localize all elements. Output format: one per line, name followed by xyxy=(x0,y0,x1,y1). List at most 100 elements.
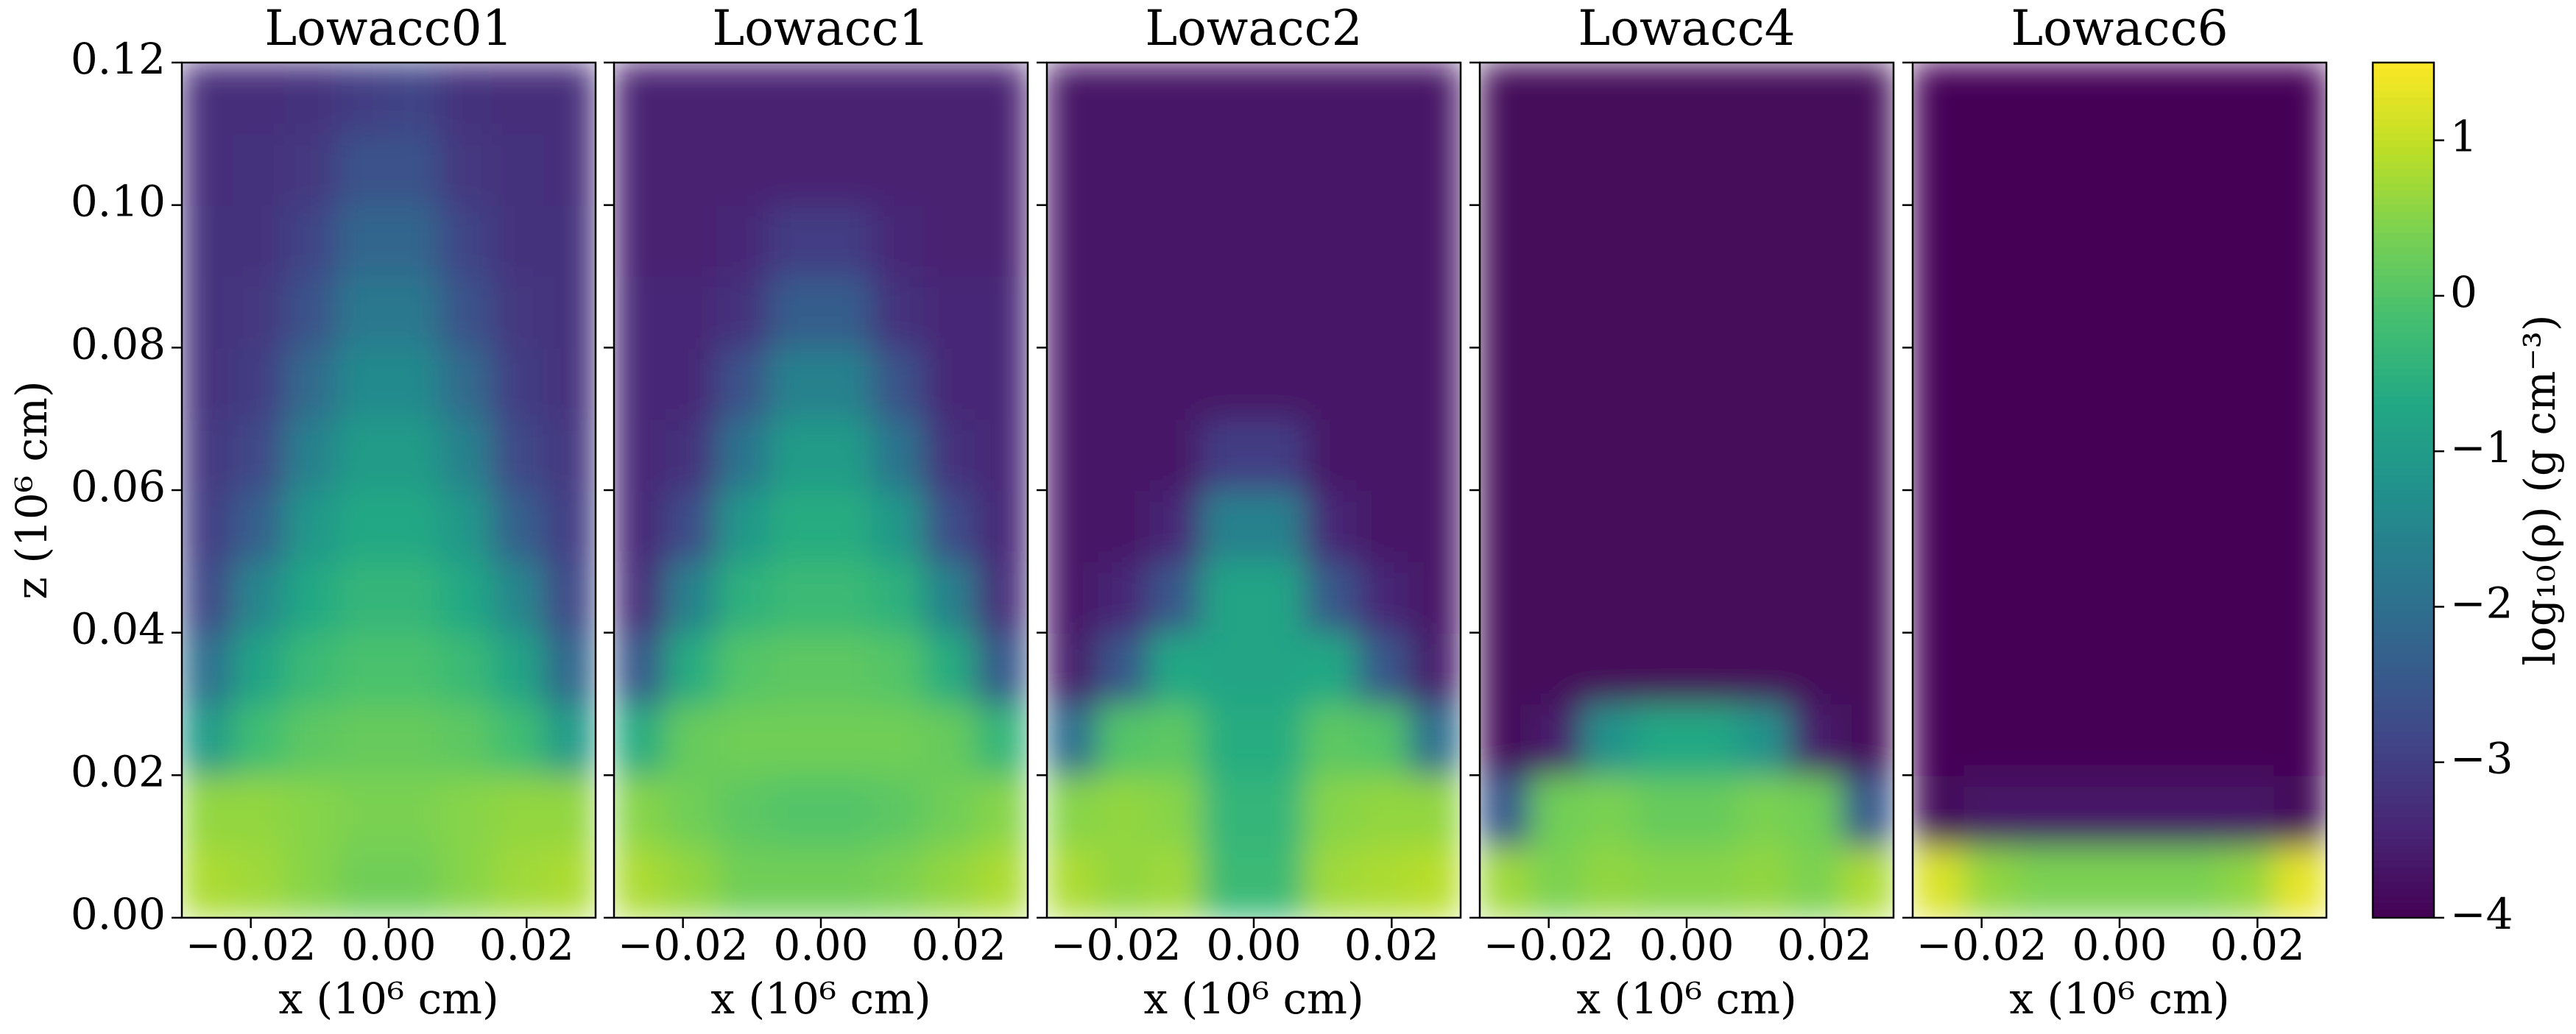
cell xyxy=(768,489,822,562)
cell xyxy=(1408,703,1461,776)
cell xyxy=(1098,560,1151,634)
cell xyxy=(1737,774,1791,848)
cell xyxy=(2222,560,2276,634)
colorbar-band xyxy=(2373,418,2434,427)
cell xyxy=(1634,418,1687,491)
cell xyxy=(2273,631,2326,705)
cell xyxy=(2067,347,2120,420)
cell xyxy=(820,560,874,634)
cell xyxy=(1686,418,1740,491)
cell xyxy=(1789,560,1843,634)
panel-title: Lowacc2 xyxy=(1145,0,1362,57)
cell xyxy=(1913,560,1966,634)
cell xyxy=(2273,560,2326,634)
cell xyxy=(336,489,389,562)
cell xyxy=(665,63,719,135)
cell xyxy=(1356,204,1410,277)
cell xyxy=(1531,774,1584,848)
colorbar-band xyxy=(2373,97,2434,106)
cell xyxy=(923,560,977,634)
cell xyxy=(820,703,874,776)
colorbar-band xyxy=(2373,162,2434,170)
colorbar-band xyxy=(2373,240,2434,249)
x-tick-label: 0.02 xyxy=(1344,920,1439,970)
cell xyxy=(1201,846,1255,918)
cell xyxy=(182,132,235,206)
cell xyxy=(2067,560,2120,634)
colorbar-band xyxy=(2373,397,2434,406)
cell xyxy=(1047,774,1100,848)
cell xyxy=(2273,132,2326,206)
cell xyxy=(2273,275,2326,349)
colorbar-band xyxy=(2373,69,2434,77)
cell xyxy=(1201,489,1255,562)
colorbar-band xyxy=(2373,297,2434,305)
colorbar-band xyxy=(2373,475,2434,484)
cell xyxy=(1408,347,1461,420)
cell xyxy=(768,631,822,705)
cell xyxy=(2273,489,2326,562)
colorbar-band xyxy=(2373,62,2434,71)
colorbar-band xyxy=(2373,539,2434,548)
y-tick-label: 0.02 xyxy=(71,746,166,796)
cell xyxy=(665,132,719,206)
cell xyxy=(1686,560,1740,634)
cell xyxy=(388,631,442,705)
cell xyxy=(1737,275,1791,349)
cell xyxy=(975,560,1028,634)
cell xyxy=(1789,204,1843,277)
cell xyxy=(614,560,667,634)
cell xyxy=(1913,418,1966,491)
cell xyxy=(2170,204,2224,277)
cell xyxy=(1305,63,1358,135)
x-tick-label: 0.02 xyxy=(479,920,574,970)
colorbar-band xyxy=(2373,796,2434,804)
colorbar-tick-label: −1 xyxy=(2450,422,2513,472)
cell xyxy=(182,347,235,420)
cell xyxy=(336,846,389,918)
cell xyxy=(1149,418,1203,491)
cell xyxy=(1201,418,1255,491)
colorbar-band xyxy=(2373,617,2434,626)
y-tick-label: 0.12 xyxy=(71,34,166,84)
cell xyxy=(1408,204,1461,277)
cell xyxy=(1098,204,1151,277)
colorbar-band xyxy=(2373,190,2434,199)
heatmap xyxy=(182,63,596,918)
cell xyxy=(1356,418,1410,491)
cell xyxy=(1737,418,1791,491)
cell xyxy=(1582,489,1636,562)
colorbar-band xyxy=(2373,582,2434,591)
colorbar-tick-label: −4 xyxy=(2450,889,2513,939)
cell xyxy=(872,560,925,634)
cell xyxy=(768,703,822,776)
cell xyxy=(1686,132,1740,206)
cell xyxy=(1149,204,1203,277)
cell xyxy=(975,132,1028,206)
cell xyxy=(543,631,596,705)
cell xyxy=(284,560,338,634)
cell xyxy=(1582,560,1636,634)
colorbar-band xyxy=(2373,211,2434,220)
cell xyxy=(975,846,1028,918)
cell xyxy=(716,631,770,705)
colorbar-band xyxy=(2373,468,2434,477)
cell xyxy=(1841,204,1894,277)
colorbar-band xyxy=(2373,575,2434,584)
cell xyxy=(1201,347,1255,420)
cell xyxy=(1582,846,1636,918)
cell xyxy=(768,63,822,135)
cell xyxy=(1480,275,1533,349)
cell xyxy=(440,489,493,562)
cell xyxy=(1047,631,1100,705)
colorbar-band xyxy=(2373,838,2434,847)
cell xyxy=(491,418,545,491)
cell xyxy=(768,846,822,918)
panel-title: Lowacc1 xyxy=(712,0,929,57)
heatmap xyxy=(1913,63,2326,918)
cell xyxy=(1356,703,1410,776)
colorbar-tick-label: −3 xyxy=(2450,734,2513,784)
cell xyxy=(1253,631,1307,705)
cell xyxy=(336,204,389,277)
cell xyxy=(2273,774,2326,848)
